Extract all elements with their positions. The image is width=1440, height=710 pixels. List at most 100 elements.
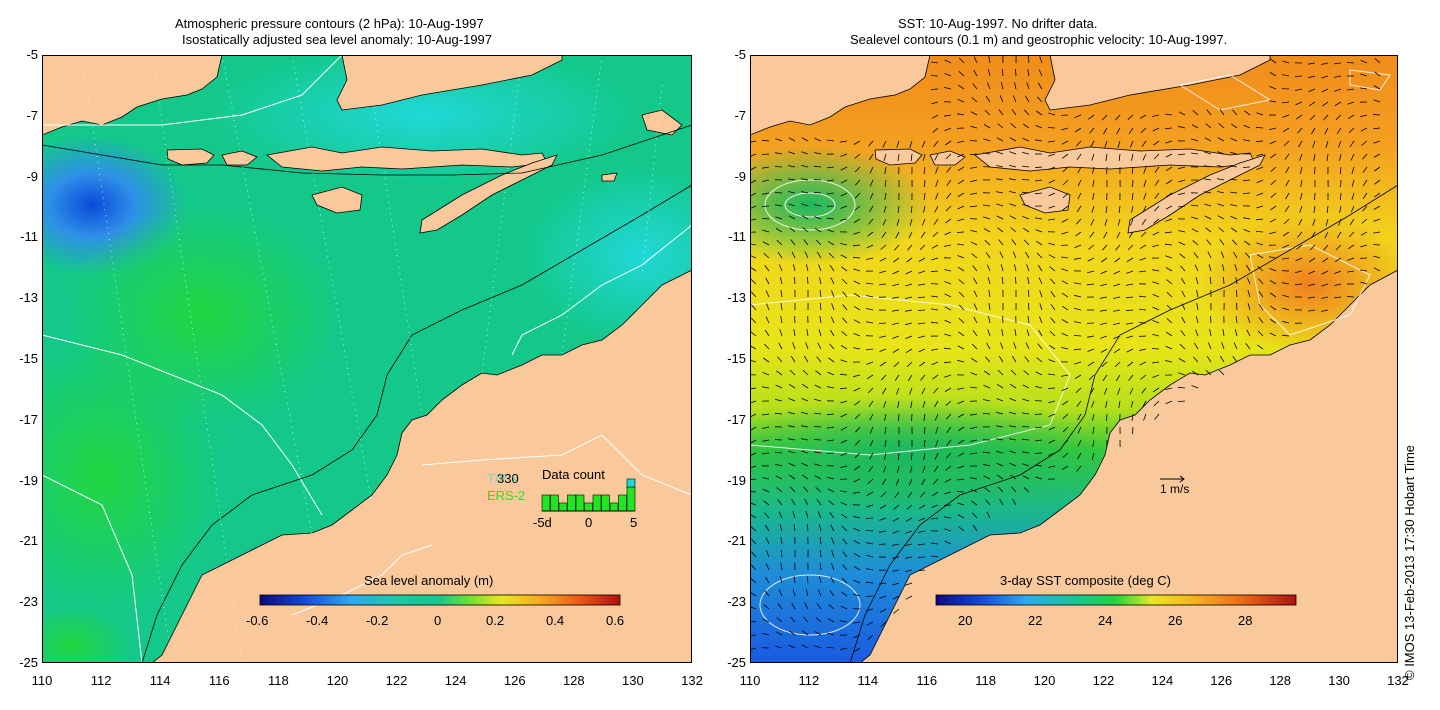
velocity-vector (1009, 450, 1017, 454)
velocity-vector (1000, 342, 1004, 350)
velocity-vector (905, 309, 913, 312)
velocity-vector (880, 621, 887, 628)
velocity-vector (1284, 153, 1290, 160)
velocity-vector (957, 179, 965, 185)
velocity-vector (1113, 348, 1121, 354)
velocity-vector (827, 618, 835, 623)
velocity-vector (1000, 82, 1004, 90)
left-lon-tick: 126 (503, 673, 526, 688)
velocity-vector (1295, 270, 1303, 273)
velocity-vector (814, 204, 822, 207)
velocity-vector (957, 514, 965, 519)
velocity-vector (1101, 114, 1108, 121)
velocity-vector (1091, 452, 1095, 460)
velocity-vector (1022, 451, 1030, 454)
velocity-vector (1035, 426, 1043, 429)
velocity-vector (1024, 356, 1030, 363)
left-lat-tick: -13 (19, 290, 38, 306)
velocity-vector (935, 166, 939, 174)
velocity-vector (1295, 88, 1303, 91)
velocity-vector (1257, 344, 1264, 350)
velocity-vector (1143, 413, 1147, 421)
right-title-line1: SST: 10-Aug-1997. No drifter data. (898, 16, 1098, 31)
velocity-vector (1360, 269, 1368, 272)
velocity-vector (1296, 244, 1303, 250)
velocity-vector (1047, 387, 1056, 389)
data-count-bar (541, 494, 551, 512)
velocity-vector (813, 426, 822, 428)
left-lon-tick: 128 (562, 673, 585, 688)
velocity-vector (1128, 127, 1134, 135)
velocity-vector (830, 329, 835, 337)
velocity-vector (906, 257, 913, 263)
velocity-vector (1308, 309, 1316, 312)
velocity-vector (879, 530, 887, 533)
velocity-vector (814, 463, 822, 467)
velocity-vector (801, 411, 809, 415)
velocity-vector (1088, 114, 1095, 120)
velocity-vector (957, 439, 965, 445)
velocity-vector (1009, 215, 1017, 220)
velocity-vector (1100, 348, 1108, 353)
velocity-vector (1088, 374, 1095, 381)
velocity-vector (868, 400, 874, 408)
velocity-vector (1037, 82, 1043, 90)
velocity-vector (819, 290, 822, 298)
velocity-vector (1164, 243, 1173, 246)
data-count-satellite1: T/P-x (487, 471, 519, 486)
velocity-vector (1191, 124, 1199, 129)
velocity-vector (1295, 257, 1303, 262)
velocity-vector (1076, 153, 1082, 161)
velocity-vector (1373, 85, 1381, 90)
velocity-vector (840, 439, 848, 444)
velocity-vector (1074, 114, 1082, 118)
velocity-vector (1195, 277, 1199, 285)
velocity-vector (881, 231, 887, 238)
velocity-vector (1138, 295, 1147, 298)
velocity-vector (1247, 290, 1251, 298)
velocity-vector (1035, 125, 1043, 129)
velocity-vector (898, 413, 900, 422)
velocity-vector (1270, 292, 1277, 298)
velocity-vector (879, 582, 887, 585)
velocity-vector (1191, 385, 1199, 389)
velocity-vector (1027, 316, 1030, 324)
velocity-vector (1299, 205, 1303, 213)
velocity-vector (1282, 74, 1290, 77)
velocity-vector (1075, 387, 1082, 394)
velocity-vector (1152, 269, 1160, 272)
velocity-vector (1050, 304, 1056, 311)
velocity-vector (1009, 151, 1017, 155)
velocity-vector (946, 166, 952, 173)
velocity-vector (775, 399, 783, 402)
left-lat-tick: -15 (19, 351, 38, 366)
velocity-vector (1115, 244, 1121, 251)
velocity-vector (1242, 179, 1251, 182)
velocity-vector (879, 504, 887, 510)
right-land-north-islands (1044, 55, 1271, 111)
velocity-vector (1311, 127, 1316, 135)
velocity-vector (869, 426, 874, 434)
velocity-vector (840, 413, 848, 418)
left-colorbar-tick: 0 (434, 613, 441, 628)
velocity-vector (944, 516, 952, 519)
velocity-vector (1154, 413, 1160, 420)
velocity-vector (815, 617, 822, 623)
velocity-vector (775, 152, 783, 155)
data-count-bar (584, 502, 593, 512)
velocity-vector (1023, 239, 1030, 246)
velocity-vector (1373, 218, 1381, 222)
velocity-vector (1339, 192, 1342, 201)
velocity-vector (1230, 191, 1238, 194)
velocity-vector (971, 343, 978, 350)
velocity-vector (1048, 400, 1056, 404)
velocity-vector (1243, 217, 1251, 220)
velocity-vector (1142, 400, 1147, 408)
velocity-vector (1219, 355, 1225, 363)
velocity-vector (1117, 218, 1121, 226)
velocity-vector (774, 192, 783, 194)
velocity-vector (1037, 343, 1043, 350)
velocity-vector (1165, 140, 1173, 144)
velocity-vector (1321, 309, 1329, 312)
velocity-vector (892, 309, 900, 312)
